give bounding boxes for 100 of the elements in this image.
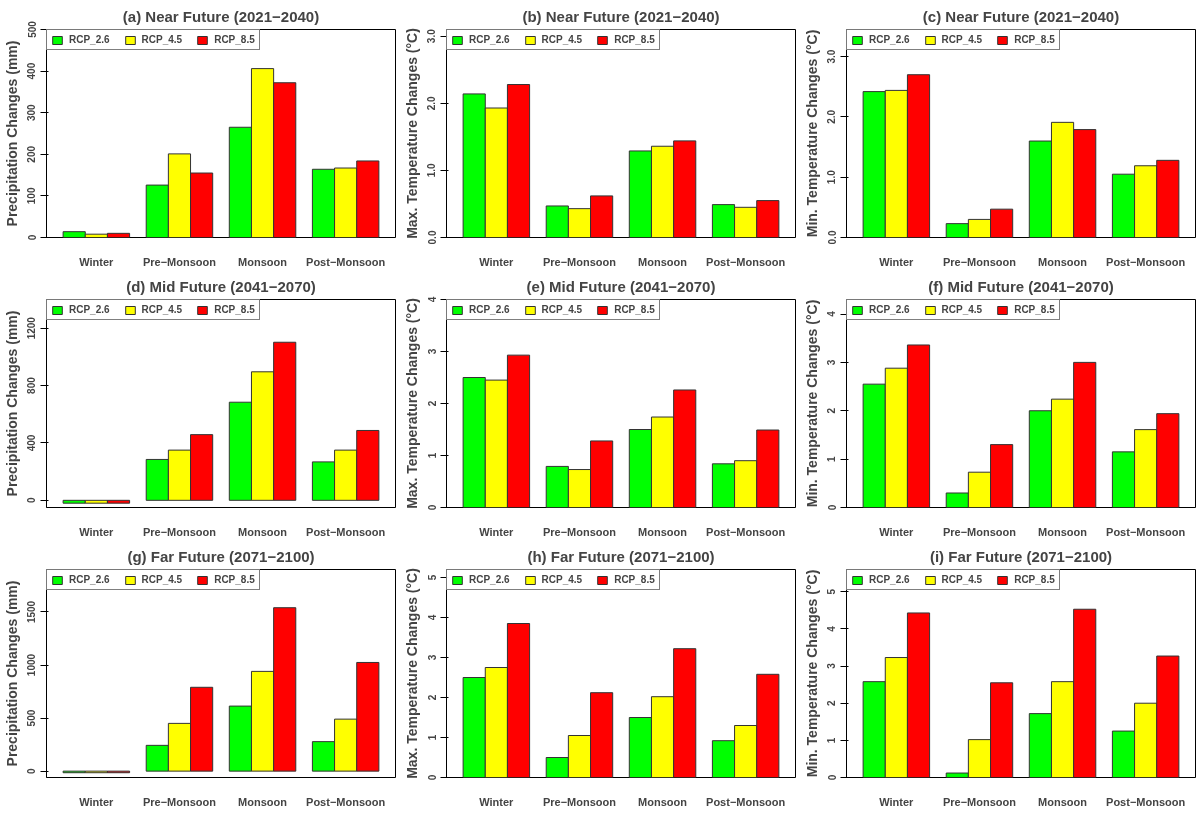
- legend-label: RCP_8.5: [214, 574, 255, 585]
- x-tick-label: Pre−Monsoon: [942, 795, 1017, 808]
- legend-label: RCP_2.6: [469, 304, 510, 315]
- y-tick-label: 1000: [26, 653, 38, 677]
- x-tick-label: Pre−Monsoon: [542, 525, 617, 538]
- x-tick-label: Post−Monsoon: [306, 255, 386, 268]
- y-tick-label: 3: [426, 654, 438, 661]
- y-axis-title: Max. Temperature Changes (°C): [403, 298, 420, 509]
- y-tick-label: 3.0: [826, 49, 838, 64]
- y-tick-label: 4: [426, 296, 438, 303]
- x-tick-label: Monsoon: [638, 525, 688, 538]
- legend-label: RCP_2.6: [69, 574, 110, 585]
- y-tick-label: 0: [826, 504, 838, 511]
- chart-title: (g) Far Future (2071−2100): [127, 547, 315, 565]
- x-tick-label: Post−Monsoon: [1106, 255, 1186, 268]
- y-tick-label: 800: [26, 376, 38, 394]
- legend-label: RCP_4.5: [141, 34, 183, 45]
- y-tick-label: 4: [826, 625, 838, 632]
- x-tick-label: Winter: [79, 795, 115, 808]
- x-tick-label: Post−Monsoon: [706, 525, 786, 538]
- x-tick-label: Winter: [879, 795, 915, 808]
- y-tick-label: 300: [26, 103, 38, 122]
- chart-title: (i) Far Future (2071−2100): [929, 547, 1113, 565]
- x-tick-label: Monsoon: [238, 795, 288, 808]
- x-tick-label: Winter: [479, 255, 515, 268]
- y-tick-label: 3: [826, 662, 838, 669]
- y-tick-label: 3: [826, 359, 838, 366]
- legend-label: RCP_2.6: [869, 34, 910, 45]
- x-tick-label: Post−Monsoon: [1106, 525, 1186, 538]
- x-tick-label: Monsoon: [638, 255, 688, 268]
- x-tick-label: Winter: [79, 525, 115, 538]
- y-tick-label: 5: [426, 574, 438, 581]
- x-tick-label: Post−Monsoon: [1106, 795, 1186, 808]
- x-tick-label: Monsoon: [238, 255, 288, 268]
- chart-title: (a) Near Future (2021−2040): [122, 7, 320, 25]
- y-tick-label: 0.0: [426, 230, 438, 245]
- y-tick-label: 500: [26, 709, 38, 727]
- y-axis-title: Min. Temperature Changes (°C): [803, 29, 820, 238]
- legend-label: RCP_4.5: [141, 304, 183, 315]
- x-tick-label: Monsoon: [638, 795, 688, 808]
- legend-label: RCP_2.6: [69, 304, 110, 315]
- legend-label: RCP_8.5: [214, 304, 255, 315]
- x-tick-label: Post−Monsoon: [306, 525, 386, 538]
- x-tick-label: Pre−Monsoon: [142, 795, 217, 808]
- y-tick-label: 2.0: [426, 95, 438, 111]
- y-tick-label: 400: [26, 62, 38, 80]
- y-tick-label: 2: [826, 407, 838, 414]
- legend-label: RCP_2.6: [69, 34, 110, 45]
- x-tick-label: Winter: [479, 795, 515, 808]
- legend-label: RCP_4.5: [541, 34, 583, 45]
- y-tick-label: 2: [426, 694, 438, 701]
- chart-title: (d) Mid Future (2041−2070): [126, 277, 316, 295]
- x-tick-label: Post−Monsoon: [306, 795, 386, 808]
- legend-label: RCP_8.5: [1014, 34, 1055, 45]
- x-tick-label: Winter: [879, 255, 915, 268]
- legend-label: RCP_8.5: [614, 304, 655, 315]
- y-tick-label: 1500: [26, 600, 38, 624]
- y-axis-title: Max. Temperature Changes (°C): [403, 568, 420, 779]
- legend-label: RCP_4.5: [141, 574, 183, 585]
- y-tick-label: 1.0: [826, 169, 838, 185]
- x-tick-label: Winter: [479, 525, 515, 538]
- y-tick-label: 0: [826, 774, 838, 781]
- y-tick-label: 5: [826, 588, 838, 595]
- chart-title: (c) Near Future (2021−2040): [922, 7, 1120, 25]
- x-tick-label: Pre−Monsoon: [542, 255, 617, 268]
- x-tick-label: Pre−Monsoon: [142, 525, 217, 538]
- y-tick-label: 3: [426, 348, 438, 355]
- x-tick-label: Winter: [879, 525, 915, 538]
- legend-label: RCP_8.5: [614, 34, 655, 45]
- chart-title: (b) Near Future (2021−2040): [522, 7, 720, 25]
- y-tick-label: 1: [426, 734, 438, 741]
- legend-label: RCP_8.5: [1014, 304, 1055, 315]
- x-tick-label: Pre−Monsoon: [542, 795, 617, 808]
- x-tick-label: Pre−Monsoon: [942, 525, 1017, 538]
- y-axis-title: Min. Temperature Changes (°C): [803, 569, 820, 778]
- y-tick-label: 1200: [26, 316, 38, 340]
- legend-label: RCP_8.5: [214, 34, 255, 45]
- chart-title: (e) Mid Future (2041−2070): [526, 277, 716, 295]
- y-tick-label: 0.0: [826, 230, 838, 245]
- legend-label: RCP_2.6: [469, 34, 510, 45]
- x-tick-label: Pre−Monsoon: [142, 255, 217, 268]
- y-tick-label: 4: [426, 614, 438, 621]
- legend-label: RCP_8.5: [614, 574, 655, 585]
- x-tick-label: Post−Monsoon: [706, 795, 786, 808]
- y-axis-title: Min. Temperature Changes (°C): [803, 299, 820, 508]
- y-tick-label: 0: [426, 774, 438, 781]
- legend-label: RCP_8.5: [1014, 574, 1055, 585]
- x-tick-label: Monsoon: [1038, 525, 1088, 538]
- y-tick-label: 200: [26, 145, 38, 163]
- y-tick-label: 4: [826, 310, 838, 317]
- x-tick-label: Monsoon: [1038, 255, 1088, 268]
- y-axis-title: Precipitation Changes (mm): [3, 580, 20, 767]
- y-tick-label: 100: [26, 187, 38, 205]
- x-tick-label: Pre−Monsoon: [942, 255, 1017, 268]
- chart-title: (h) Far Future (2071−2100): [527, 547, 715, 565]
- y-tick-label: 1: [426, 452, 438, 459]
- y-tick-label: 0: [426, 504, 438, 511]
- x-tick-label: Monsoon: [238, 525, 288, 538]
- y-tick-label: 0: [26, 497, 38, 504]
- legend-label: RCP_4.5: [941, 34, 983, 45]
